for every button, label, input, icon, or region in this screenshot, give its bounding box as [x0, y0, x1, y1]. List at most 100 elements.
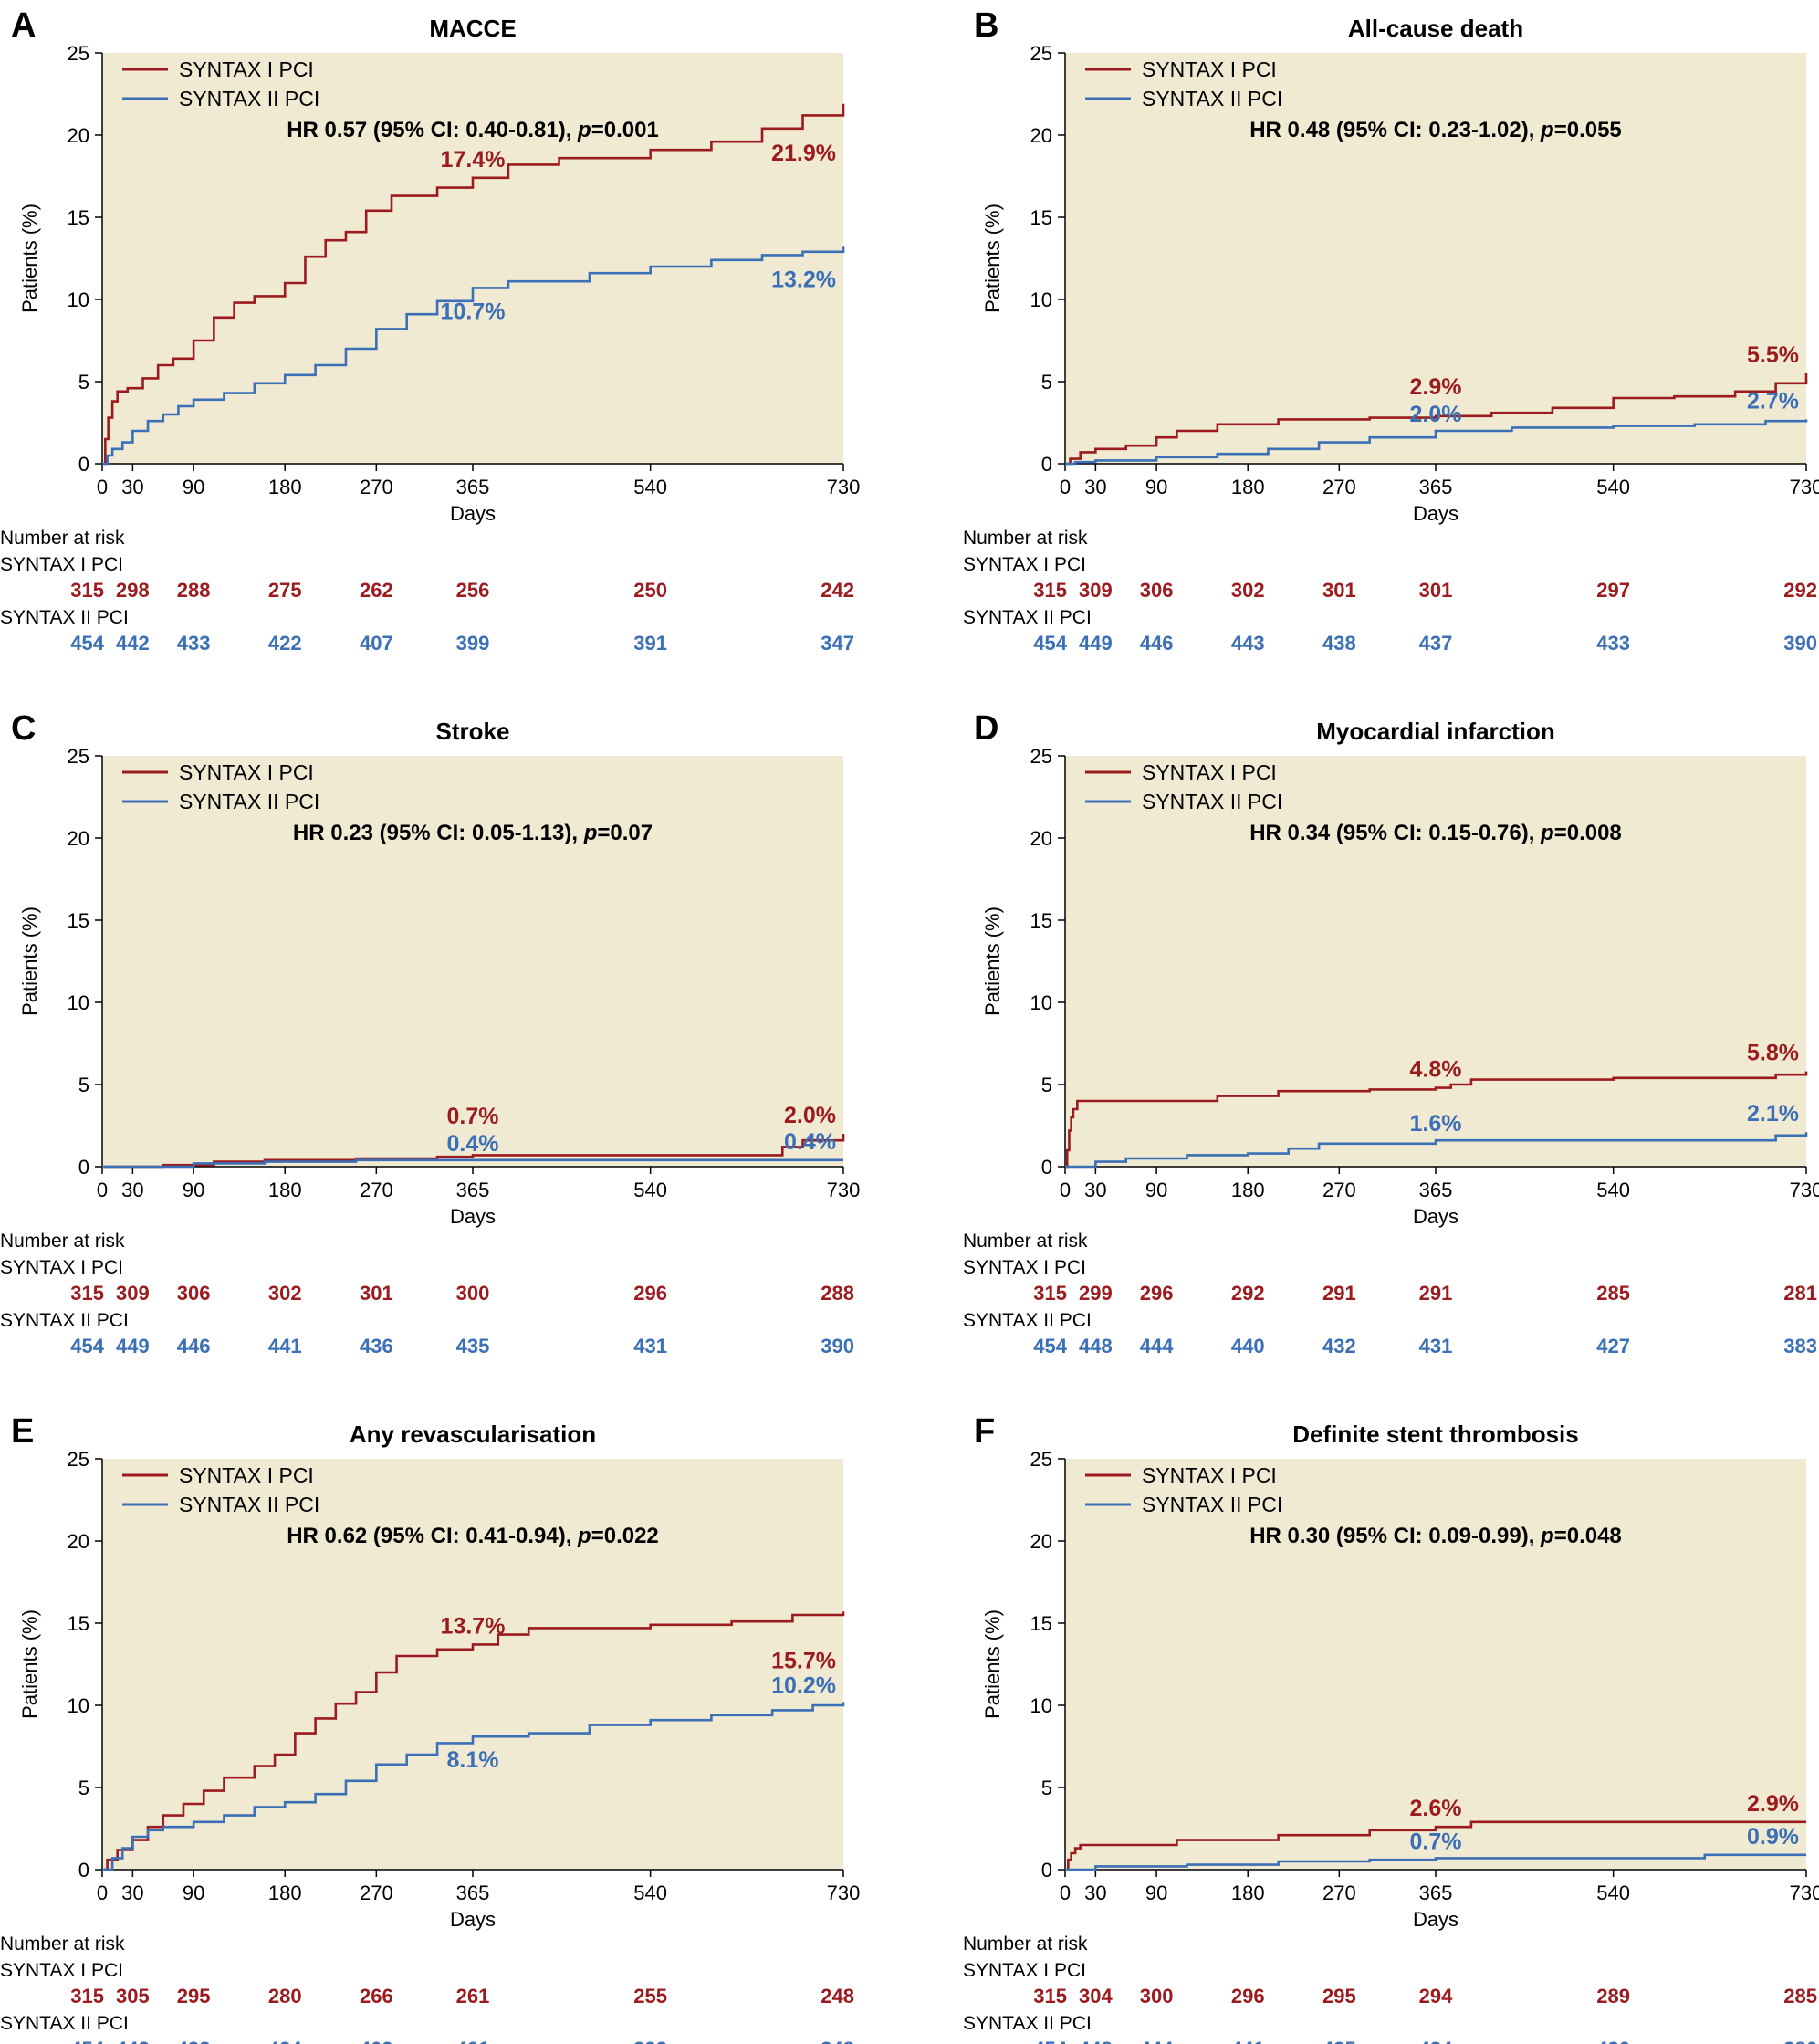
risk-table-header: Number at risk [0, 1231, 125, 1252]
y-tick-label: 15 [1030, 206, 1052, 229]
hr-annotation: HR 0.57 (95% CI: 0.40-0.81), p=0.001 [287, 118, 659, 142]
risk-count-syntax-ii: 442 [116, 2038, 150, 2044]
x-axis-label: Days [1413, 502, 1458, 525]
risk-count-syntax-ii: 454 [1033, 632, 1067, 655]
x-tick-label: 0 [97, 1179, 108, 1201]
risk-count-syntax-ii: 427 [1596, 1335, 1630, 1357]
label-syntax-ii-1yr: 2.0% [1410, 402, 1462, 427]
hr-text: HR 0.34 (95% CI: 0.15-0.76), [1249, 821, 1541, 845]
x-axis-label: Days [450, 1908, 496, 1931]
label-syntax-ii-1yr: 0.4% [447, 1131, 499, 1157]
x-tick-label: 30 [1084, 1882, 1106, 1904]
legend-label: SYNTAX I PCI [179, 58, 314, 81]
p-symbol: p [1540, 821, 1554, 845]
risk-count-syntax-ii: 434 [1419, 2038, 1453, 2044]
risk-count-syntax-ii: 386 [1783, 2038, 1817, 2044]
risk-count-syntax-i: 300 [456, 1282, 490, 1305]
y-tick-label: 25 [68, 42, 89, 65]
legend-label: SYNTAX I PCI [179, 760, 314, 784]
risk-count-syntax-i: 306 [177, 1282, 211, 1305]
p-value: =0.001 [591, 118, 659, 142]
risk-count-syntax-ii: 348 [821, 2038, 854, 2044]
y-tick-label: 10 [68, 1694, 89, 1717]
risk-count-syntax-i: 256 [456, 579, 490, 602]
panel-letter: A [11, 6, 36, 45]
x-tick-label: 180 [1231, 1179, 1265, 1201]
panel-e: E Any revascularisation 0 5 10 15 20 25 0 30 90 180… [0, 1412, 860, 2044]
label-syntax-ii-2yr: 2.1% [1747, 1101, 1799, 1127]
risk-count-syntax-i: 248 [821, 1985, 854, 2007]
risk-count-syntax-ii: 446 [177, 1335, 211, 1357]
x-tick-label: 270 [1322, 476, 1356, 498]
label-syntax-ii-2yr: 0.9% [1747, 1824, 1799, 1850]
legend-label: SYNTAX I PCI [1142, 58, 1277, 81]
x-tick-label: 180 [1231, 1882, 1265, 1904]
label-syntax-i-2yr: 15.7% [771, 1648, 836, 1673]
x-tick-label: 365 [456, 1179, 490, 1201]
y-axis-label: Patients (%) [981, 907, 1004, 1016]
label-syntax-ii-2yr: 10.2% [771, 1672, 836, 1698]
risk-count-syntax-i: 292 [1231, 1282, 1265, 1305]
x-tick-label: 730 [827, 476, 861, 498]
risk-count-syntax-i: 315 [1033, 1282, 1067, 1305]
risk-count-syntax-i: 301 [360, 1282, 393, 1305]
legend-label: SYNTAX II PCI [1142, 790, 1282, 813]
y-tick-label: 5 [1041, 1074, 1052, 1096]
chart-title: Myocardial infarction [1316, 718, 1555, 745]
risk-count-syntax-i: 288 [821, 1282, 854, 1305]
risk-count-syntax-ii: 442 [116, 632, 150, 655]
risk-count-syntax-ii: 443 [1231, 632, 1265, 655]
y-tick-label: 0 [1041, 1859, 1052, 1882]
x-tick-label: 540 [633, 1179, 667, 1201]
legend-label: SYNTAX I PCI [1142, 760, 1277, 784]
risk-table-header: Number at risk [0, 528, 125, 549]
x-tick-label: 30 [121, 1179, 143, 1201]
y-axis-label: Patients (%) [18, 1609, 41, 1719]
y-tick-label: 20 [1030, 124, 1052, 147]
x-tick-label: 730 [1790, 1882, 1819, 1904]
plot-area [1065, 1459, 1806, 1870]
risk-count-syntax-ii: 431 [633, 1335, 667, 1357]
risk-count-syntax-ii: 431 [1419, 1335, 1453, 1357]
y-tick-label: 15 [1030, 909, 1052, 932]
x-tick-label: 30 [1084, 1179, 1106, 1201]
legend-label: SYNTAX II PCI [179, 790, 319, 813]
p-value: =0.008 [1554, 821, 1622, 845]
label-syntax-i-1yr: 0.7% [447, 1104, 499, 1129]
risk-count-syntax-ii: 448 [1079, 1335, 1113, 1357]
y-tick-label: 0 [78, 1156, 89, 1179]
km-curve-syntax-i [1065, 1071, 1808, 1169]
panel-letter: B [974, 6, 998, 45]
risk-table-header: Number at risk [963, 1231, 1088, 1252]
risk-row-label-syntax-i: SYNTAX I PCI [963, 1257, 1086, 1278]
legend-label: SYNTAX II PCI [179, 1493, 319, 1516]
risk-count-syntax-i: 291 [1419, 1282, 1453, 1305]
y-tick-label: 10 [1030, 991, 1052, 1014]
x-tick-label: 270 [1322, 1882, 1356, 1904]
y-axis-label: Patients (%) [981, 1609, 1004, 1719]
risk-count-syntax-ii: 393 [633, 2038, 667, 2044]
km-curve-syntax-ii [102, 1702, 845, 1871]
risk-table-header: Number at risk [963, 528, 1088, 549]
risk-count-syntax-i: 300 [1140, 1985, 1174, 2007]
hr-text: HR 0.48 (95% CI: 0.23-1.02), [1249, 118, 1541, 142]
risk-row-label-syntax-ii: SYNTAX II PCI [963, 2013, 1092, 2034]
label-syntax-ii-1yr: 10.7% [441, 299, 506, 324]
y-tick-label: 20 [1030, 1530, 1052, 1553]
risk-count-syntax-i: 292 [1783, 579, 1817, 602]
x-tick-label: 90 [183, 1179, 204, 1201]
risk-count-syntax-i: 289 [1596, 1985, 1630, 2007]
chart-title: All-cause death [1348, 15, 1523, 42]
x-tick-label: 730 [827, 1882, 861, 1904]
legend-label: SYNTAX I PCI [1142, 1463, 1277, 1487]
label-syntax-i-1yr: 13.7% [441, 1613, 506, 1639]
risk-count-syntax-i: 285 [1596, 1282, 1630, 1305]
risk-count-syntax-ii: 391 [633, 632, 667, 655]
risk-count-syntax-ii: 437 [1419, 632, 1453, 655]
risk-count-syntax-ii: 383 [1783, 1335, 1817, 1357]
risk-row-label-syntax-i: SYNTAX I PCI [0, 1960, 123, 1981]
label-syntax-ii-1yr: 0.7% [1410, 1829, 1462, 1854]
km-curve-syntax-ii [1065, 419, 1808, 466]
risk-count-syntax-ii: 454 [1033, 1335, 1067, 1357]
y-tick-label: 15 [1030, 1612, 1052, 1635]
